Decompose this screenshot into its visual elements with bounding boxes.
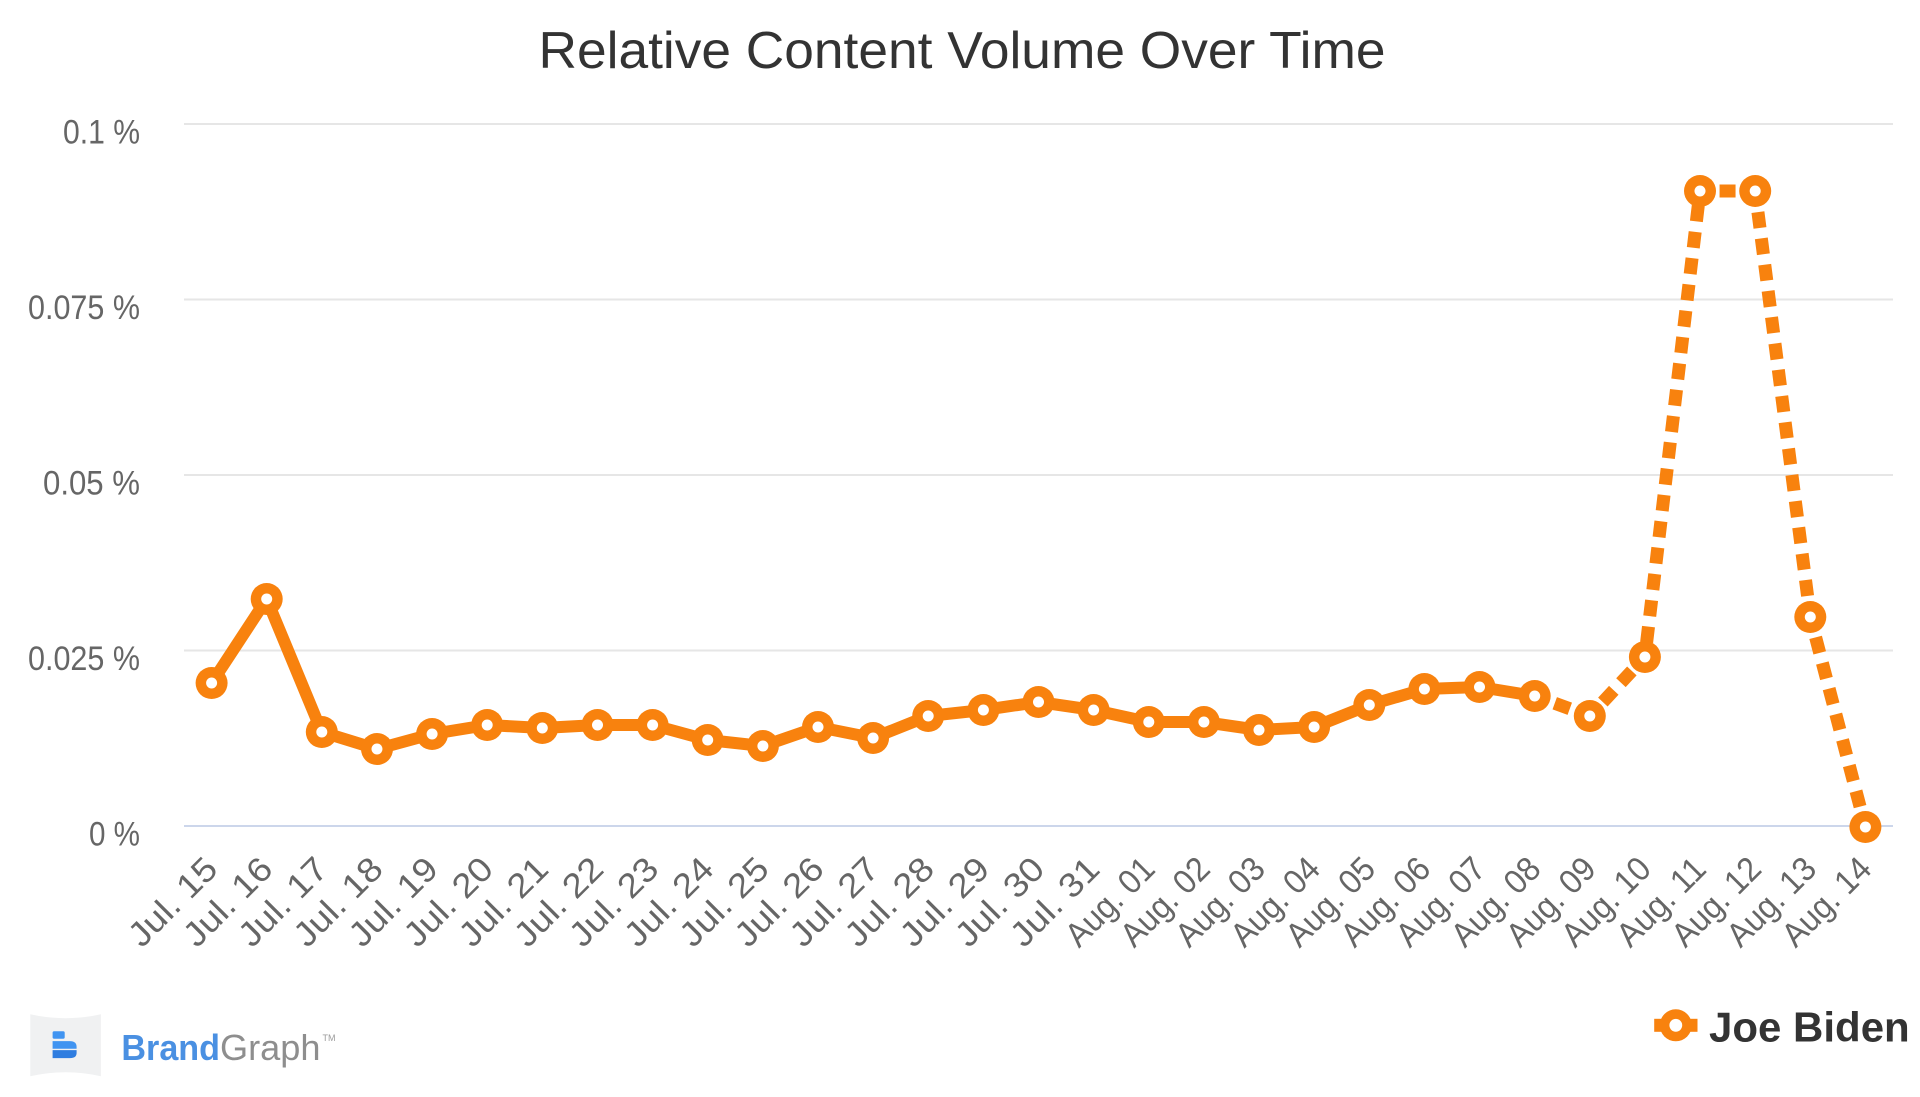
svg-text:Joe Biden: Joe Biden [1709, 1004, 1910, 1051]
svg-text:Relative Content Volume Over T: Relative Content Volume Over Time [539, 22, 1386, 80]
svg-text:0.025 %: 0.025 % [28, 640, 140, 678]
svg-text:Graph: Graph [220, 1027, 321, 1068]
svg-text:Brand: Brand [121, 1027, 220, 1068]
svg-text:0 %: 0 % [89, 816, 140, 854]
svg-text:0.05 %: 0.05 % [43, 465, 140, 503]
svg-text:0.075 %: 0.075 % [28, 289, 140, 327]
svg-text:0.1 %: 0.1 % [63, 114, 140, 152]
svg-text:TM: TM [323, 1033, 336, 1043]
